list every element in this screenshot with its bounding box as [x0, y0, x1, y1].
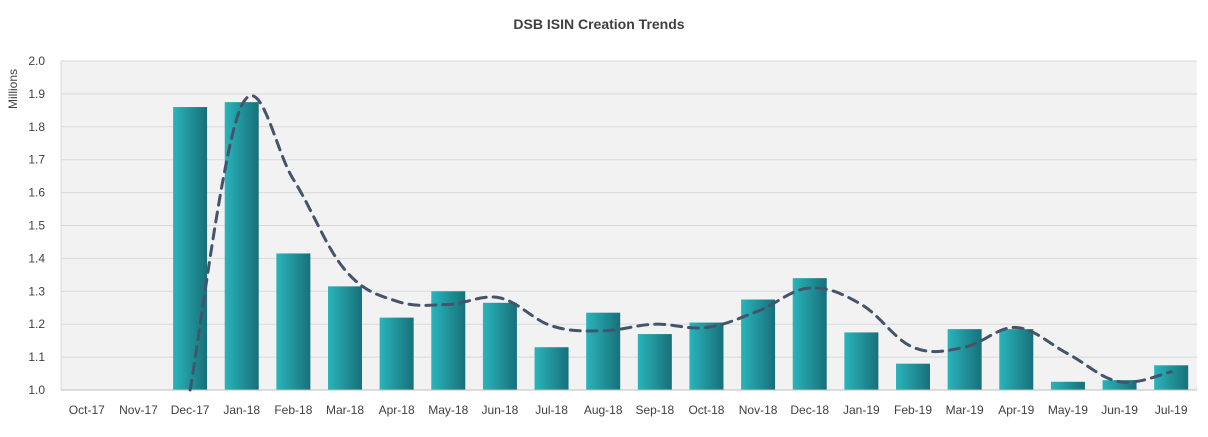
- bar: [637, 334, 672, 390]
- x-tick-label: Oct-18: [688, 403, 724, 417]
- bar: [792, 278, 827, 390]
- bar: [741, 299, 776, 390]
- x-tick-label: Mar-19: [946, 403, 984, 417]
- bar: [999, 329, 1034, 390]
- x-tick-label: Jun-19: [1101, 403, 1138, 417]
- bar: [1050, 381, 1085, 390]
- bar: [173, 107, 208, 390]
- chart-title: DSB ISIN Creation Trends: [513, 16, 684, 32]
- y-axis-label: Millions: [6, 69, 20, 109]
- y-tick-label: 1.1: [28, 350, 45, 364]
- plot-area: 1.0 1.1 1.2 1.3 1.4 1.5 1.6 1.7 1.8 1.9 2.0 Oct-17 N…: [28, 54, 1197, 417]
- x-tick-label: Jul-18: [535, 403, 568, 417]
- y-tick-label: 1.5: [28, 219, 45, 233]
- x-tick-label: May-19: [1048, 403, 1088, 417]
- x-tick-label: Jan-19: [843, 403, 880, 417]
- x-tick-label: May-18: [428, 403, 468, 417]
- x-tick-label: Feb-19: [894, 403, 932, 417]
- x-tick-label: Feb-18: [274, 403, 312, 417]
- y-tick-label: 1.9: [28, 87, 45, 101]
- bar: [379, 317, 414, 390]
- bar: [431, 291, 466, 390]
- y-tick-label: 1.4: [28, 251, 45, 265]
- x-tick-label: Dec-18: [790, 403, 829, 417]
- bar: [328, 286, 362, 390]
- x-tick-label: Apr-18: [379, 403, 415, 417]
- bar: [844, 332, 879, 390]
- bar: [689, 322, 724, 390]
- y-tick-label: 1.0: [28, 383, 45, 397]
- x-tick-label: Mar-18: [326, 403, 364, 417]
- bar: [586, 312, 621, 390]
- y-tick-label: 1.7: [28, 153, 45, 167]
- x-tick-label: Sep-18: [635, 403, 674, 417]
- x-tick-label: Dec-17: [171, 403, 210, 417]
- x-tick-label: Jul-19: [1155, 403, 1188, 417]
- bar: [896, 363, 930, 390]
- x-tick-label: Nov-18: [739, 403, 778, 417]
- trend-line: [188, 94, 1173, 392]
- bar: [1102, 380, 1137, 390]
- y-tick-label: 1.8: [28, 120, 45, 134]
- x-tick-label: Nov-17: [119, 403, 158, 417]
- x-tick-label: Apr-19: [998, 403, 1034, 417]
- bar: [947, 329, 982, 390]
- x-tick-label: Oct-17: [69, 403, 105, 417]
- y-tick-label: 2.0: [28, 54, 45, 68]
- bar: [482, 302, 517, 390]
- y-tick-label: 1.2: [28, 317, 45, 331]
- x-tick-label: Jun-18: [482, 403, 519, 417]
- bar: [1154, 365, 1189, 390]
- x-tick-label: Aug-18: [584, 403, 623, 417]
- y-tick-label: 1.3: [28, 284, 45, 298]
- bar: [276, 253, 311, 390]
- x-tick-label: Jan-18: [223, 403, 260, 417]
- y-tick-label: 1.6: [28, 186, 45, 200]
- bar: [534, 347, 569, 390]
